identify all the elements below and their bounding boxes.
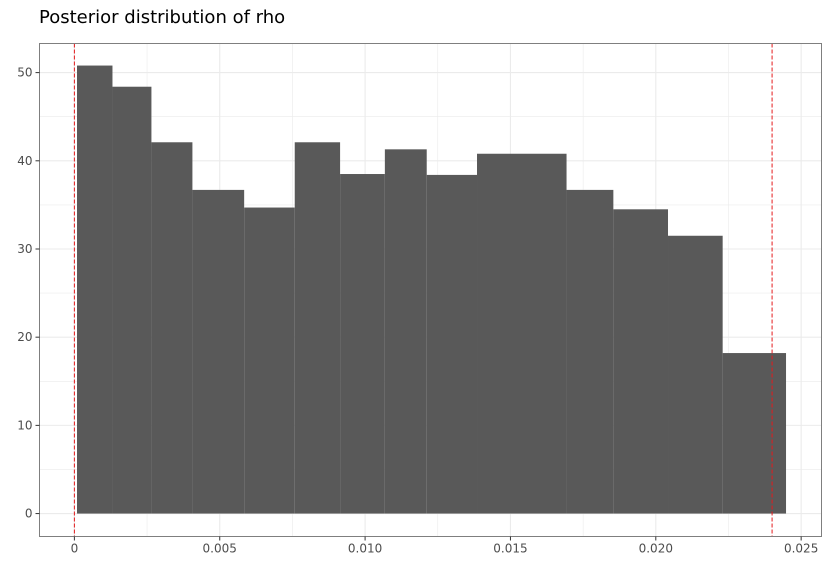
histogram-bar: [722, 353, 787, 514]
y-tick-label: 20: [17, 330, 32, 344]
y-tick-label: 50: [17, 66, 32, 80]
histogram-bar: [340, 174, 385, 514]
histogram-bars: [77, 65, 787, 514]
histogram-bar: [668, 235, 723, 514]
x-tick-label: 0.025: [784, 542, 818, 556]
chart-title: Posterior distribution of rho: [39, 7, 285, 28]
x-tick-label: 0.015: [493, 542, 527, 556]
histogram-bar: [151, 142, 193, 514]
x-axis: 0 0.005 0.010 0.015 0.020 0.025: [71, 536, 818, 556]
x-tick-label: 0.010: [348, 542, 382, 556]
histogram-bar: [244, 207, 295, 514]
histogram-bar: [112, 86, 152, 514]
histogram-bar: [294, 142, 341, 514]
y-tick-label: 10: [17, 418, 32, 432]
x-tick-label: 0.005: [203, 542, 237, 556]
y-tick-label: 30: [17, 242, 32, 256]
y-tick-label: 40: [17, 154, 32, 168]
reference-lines: [73, 43, 773, 537]
histogram-bar: [566, 189, 614, 514]
histogram-bar: [192, 189, 245, 514]
y-tick-label: 0: [25, 507, 33, 521]
histogram-bar: [613, 209, 669, 514]
histogram-bar: [77, 65, 113, 514]
histogram-bar: [477, 153, 567, 514]
plot-panel-border: [39, 43, 822, 537]
histogram-bar: [426, 174, 478, 514]
x-tick-label: 0: [71, 542, 79, 556]
y-axis: 0 10 20 30 40 50: [17, 66, 40, 521]
x-tick-label: 0.020: [639, 542, 673, 556]
histogram-bar: [384, 149, 427, 514]
